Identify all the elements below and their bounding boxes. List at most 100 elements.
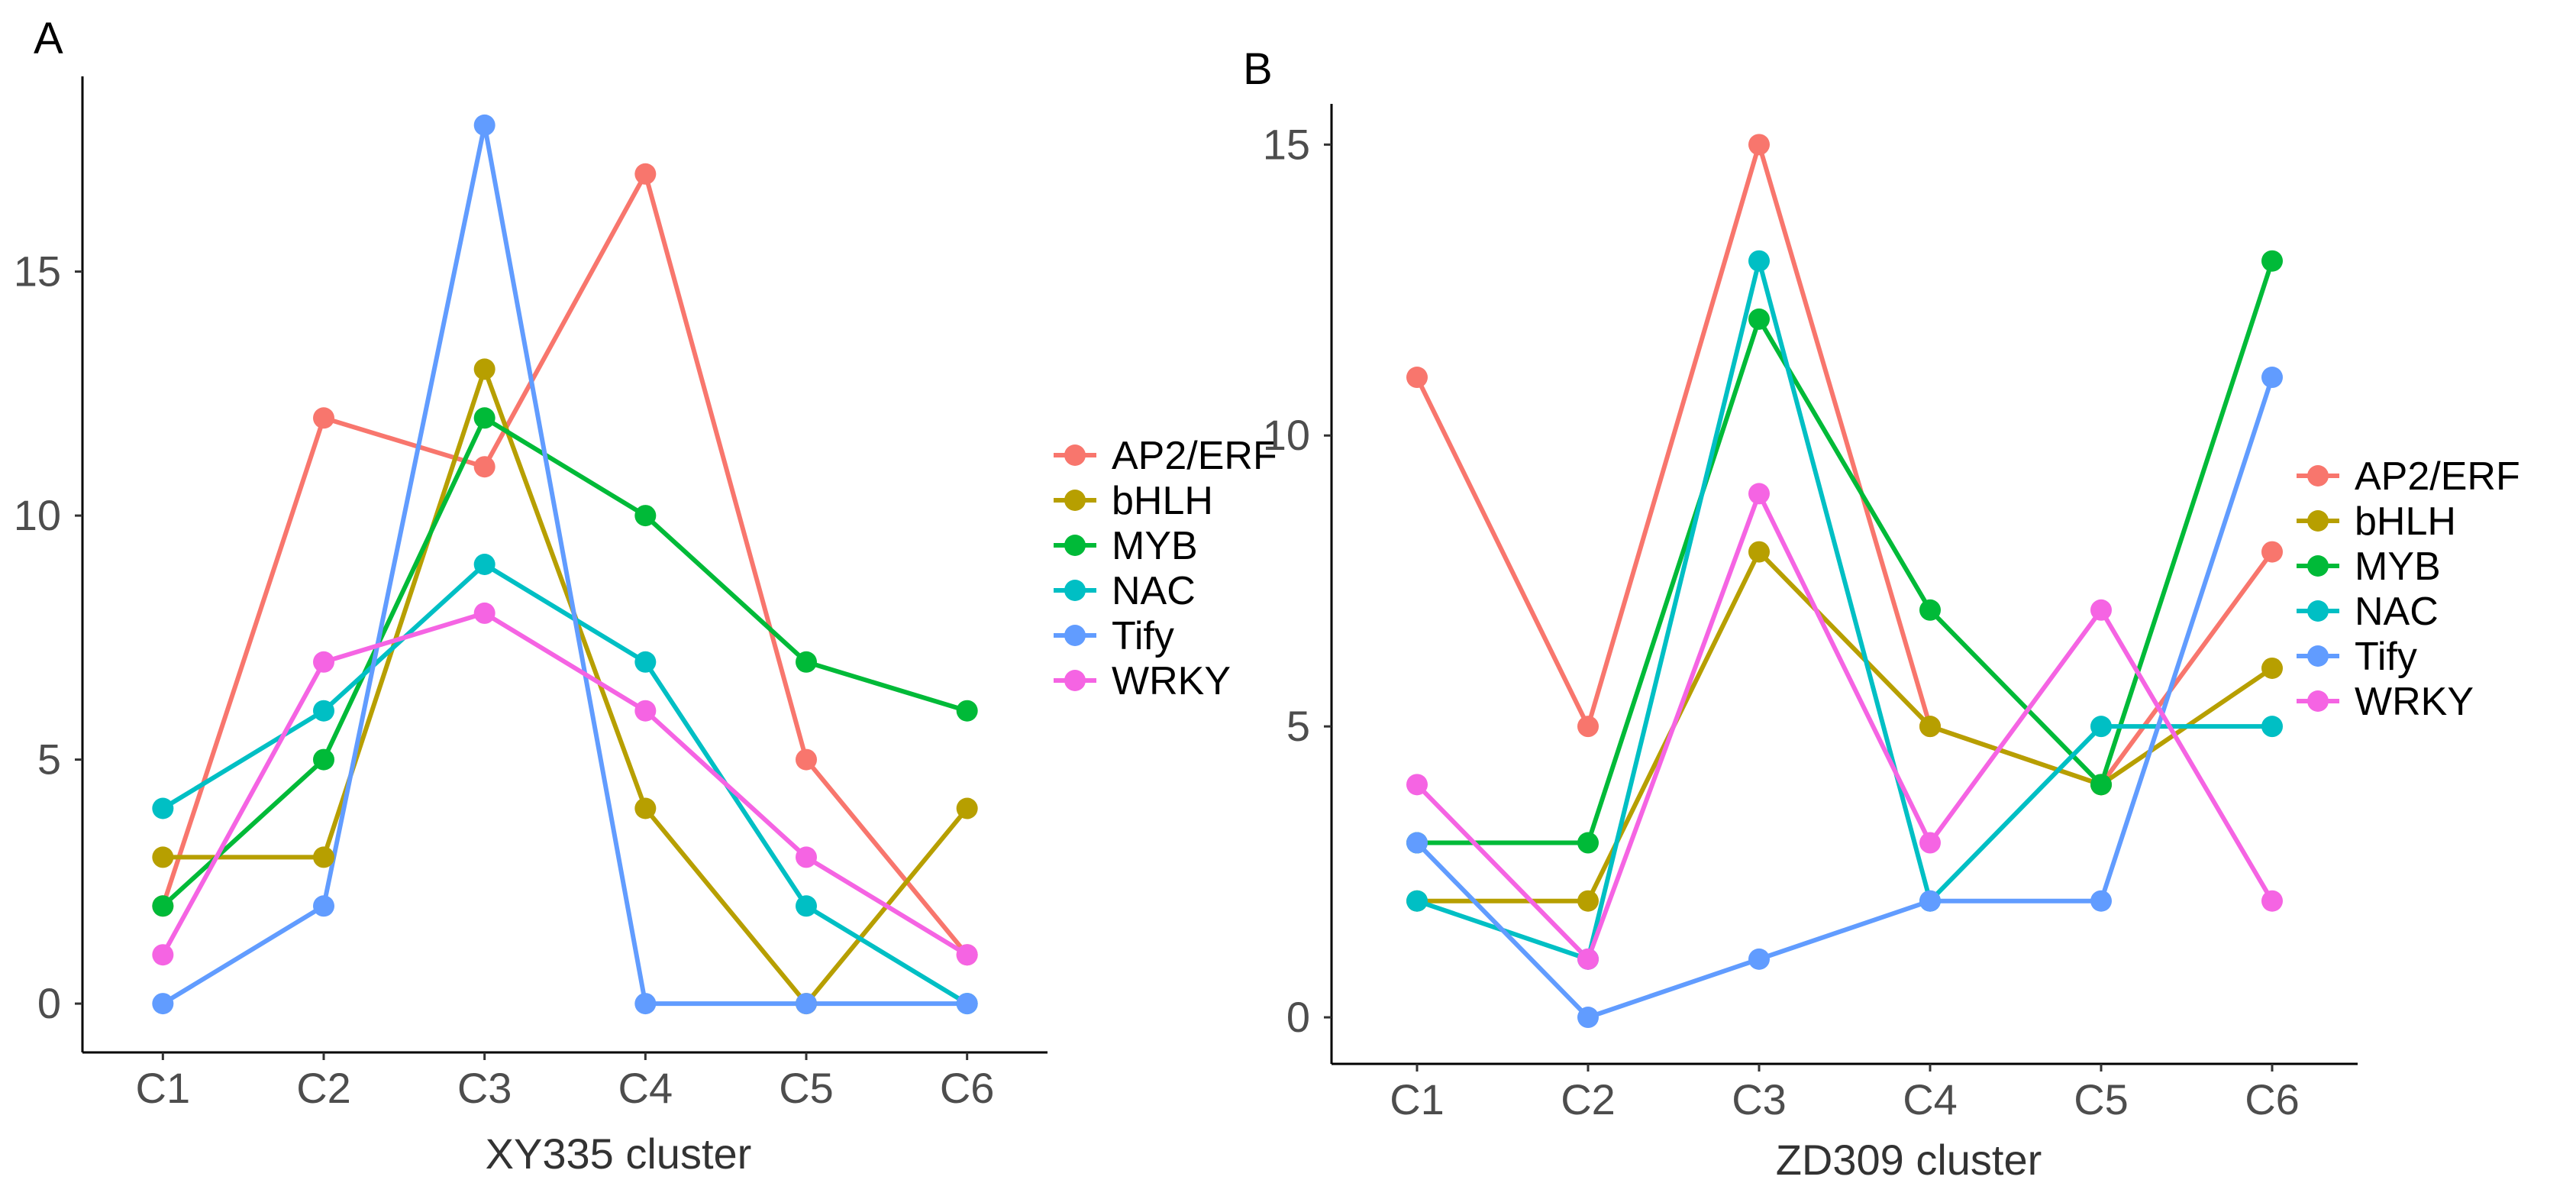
panel-a-point-bhlh-c3 xyxy=(473,358,496,380)
panel-b-point-tify-c4 xyxy=(1919,890,1941,912)
panel-b-point-tify-c3 xyxy=(1748,948,1770,970)
panel-b-point-myb-c5 xyxy=(2090,774,2112,796)
panel-a-point-wrky-c4 xyxy=(634,700,657,722)
panel-b-legend-label-myb: MYB xyxy=(2355,545,2441,589)
panel-a-y-tick-label: 15 xyxy=(14,247,61,296)
panel-a-point-ap2-erf-c2 xyxy=(313,407,334,429)
panel-a-series-line-wrky xyxy=(160,610,970,958)
panel-b-point-wrky-c6 xyxy=(2261,890,2283,912)
panel-a-point-tify-c6 xyxy=(956,993,978,1015)
panel-a-series-line-myb xyxy=(160,415,970,909)
panel-a-series-line-ap2-erf xyxy=(160,171,970,958)
panel-a-point-nac-c5 xyxy=(796,895,817,917)
panel-a-point-myb-c3 xyxy=(473,407,496,429)
panel-a-point-wrky-c3 xyxy=(473,602,496,624)
panel-b-point-ap2-erf-c1 xyxy=(1406,367,1428,389)
panel-b-point-tify-c6 xyxy=(2261,367,2283,389)
panel-b-x-tick-label: C2 xyxy=(1561,1075,1616,1123)
panel-b-point-tify-c2 xyxy=(1577,1007,1599,1029)
panel-a-point-ap2-erf-c5 xyxy=(796,748,817,771)
panel-b-series-line-wrky xyxy=(1415,491,2274,962)
panel-a-point-nac-c1 xyxy=(152,797,174,819)
panel-a-x-tick-label: C4 xyxy=(618,1064,673,1112)
panel-b-point-bhlh-c3 xyxy=(1748,541,1770,563)
panel-b-series-line-ap2-erf xyxy=(1415,142,2274,787)
panel-a-point-bhlh-c2 xyxy=(313,846,334,868)
panel-a-legend-key-point-tify xyxy=(1064,625,1086,646)
panel-b-legend-key-point-ap2-erf xyxy=(2307,465,2329,486)
panel-b-x-tick-label: C3 xyxy=(1732,1075,1787,1123)
panel-b-point-myb-c3 xyxy=(1748,308,1770,330)
panel-a-legend-label-wrky: WRKY xyxy=(1112,659,1231,703)
panel-a-point-nac-c2 xyxy=(313,700,334,722)
panel-letter-b: B xyxy=(1243,44,1273,94)
panel-a-point-myb-c2 xyxy=(313,748,334,771)
panel-a-point-myb-c5 xyxy=(796,651,817,673)
panel-a-legend-label-myb: MYB xyxy=(1112,524,1198,568)
panel-a-legend-label-ap2-erf: AP2/ERF xyxy=(1112,434,1277,478)
panel-b: B 0 5 10 15 C1 C2 C3 C4 C5 C6 ZD309 cluster AP2/E… xyxy=(1243,44,2520,1184)
panel-b-series-line-nac xyxy=(1415,258,2274,962)
panel-b-x-axis-title: ZD309 cluster xyxy=(1776,1136,2042,1184)
panel-a-point-myb-c1 xyxy=(152,895,174,917)
panel-b-point-tify-c1 xyxy=(1406,832,1428,854)
panel-b-point-myb-c2 xyxy=(1577,832,1599,854)
panel-b-axes: 0 5 10 15 C1 C2 C3 C4 C5 C6 xyxy=(1263,104,2358,1123)
panel-a-x-tick-label: C2 xyxy=(296,1064,351,1112)
panel-a-series-line-tify xyxy=(160,122,970,1007)
panel-b-point-bhlh-c4 xyxy=(1919,716,1941,738)
panel-b-legend-label-tify: Tify xyxy=(2355,635,2417,679)
panel-b-point-nac-c3 xyxy=(1748,250,1770,272)
panel-a-point-wrky-c6 xyxy=(956,944,978,966)
panel-b-point-nac-c1 xyxy=(1406,890,1428,912)
panel-a-point-tify-c1 xyxy=(152,993,174,1015)
panel-a-x-tick-label: C3 xyxy=(457,1064,512,1112)
panel-a-point-myb-c6 xyxy=(956,700,978,722)
panel-b-legend-key-point-bhlh xyxy=(2307,510,2329,532)
panel-a-series xyxy=(152,114,978,1015)
panel-b-point-nac-c6 xyxy=(2261,716,2283,738)
panel-a: A 0 5 10 15 C1 C2 C3 C4 C5 C6 XY335 cluster AP2/E… xyxy=(14,14,1277,1178)
panel-a-point-tify-c5 xyxy=(796,993,817,1015)
panel-b-series-line-bhlh xyxy=(1415,549,2274,903)
panel-b-legend-key-point-wrky xyxy=(2307,690,2329,712)
panel-b-legend-label-ap2-erf: AP2/ERF xyxy=(2355,454,2520,499)
panel-b-legend-label-bhlh: bHLH xyxy=(2355,499,2456,544)
panel-a-point-ap2-erf-c3 xyxy=(473,456,496,478)
panel-a-point-tify-c4 xyxy=(634,993,657,1015)
panel-b-y-tick-label: 0 xyxy=(1286,993,1310,1041)
panel-b-point-myb-c4 xyxy=(1919,599,1941,621)
panel-letter-a: A xyxy=(34,14,63,63)
panel-b-legend-label-nac: NAC xyxy=(2355,590,2439,634)
panel-b-series xyxy=(1406,134,2283,1029)
panel-b-point-wrky-c1 xyxy=(1406,774,1428,796)
panel-a-legend-key-point-wrky xyxy=(1064,670,1086,691)
panel-b-point-ap2-erf-c2 xyxy=(1577,716,1599,738)
panel-a-point-ap2-erf-c4 xyxy=(634,163,657,185)
panel-a-legend-key-point-bhlh xyxy=(1064,490,1086,511)
panel-a-x-tick-label: C5 xyxy=(779,1064,834,1112)
panel-b-point-wrky-c3 xyxy=(1748,483,1770,505)
panel-a-y-tick-label: 0 xyxy=(37,979,61,1027)
panel-a-point-wrky-c2 xyxy=(313,651,334,673)
panel-a-point-tify-c3 xyxy=(473,114,496,136)
panel-b-y-tick-label: 10 xyxy=(1263,411,1310,459)
panel-b-x-tick-label: C1 xyxy=(1390,1075,1445,1123)
panel-b-point-wrky-c4 xyxy=(1919,832,1941,854)
panel-b-x-tick-label: C5 xyxy=(2074,1075,2129,1123)
panel-a-point-bhlh-c1 xyxy=(152,846,174,868)
panel-b-series-line-myb xyxy=(1415,258,2274,845)
panel-a-legend-label-bhlh: bHLH xyxy=(1112,479,1213,523)
panel-b-point-myb-c6 xyxy=(2261,250,2283,272)
panel-b-y-tick-label: 15 xyxy=(1263,120,1310,168)
panel-a-point-nac-c4 xyxy=(634,651,657,673)
panel-b-point-bhlh-c2 xyxy=(1577,890,1599,912)
panel-a-series-line-bhlh xyxy=(160,367,970,1007)
panel-b-point-bhlh-c6 xyxy=(2261,657,2283,679)
panel-b-point-ap2-erf-c6 xyxy=(2261,541,2283,563)
panel-a-point-tify-c2 xyxy=(313,895,334,917)
